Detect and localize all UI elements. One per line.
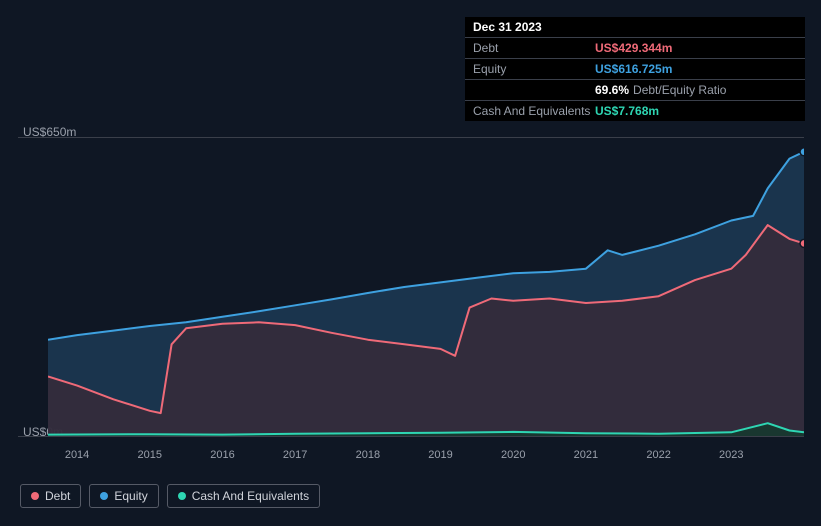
tooltip-value: US$616.725m	[595, 62, 672, 76]
legend-label: Equity	[114, 489, 147, 503]
legend-item-cash-and-equivalents[interactable]: Cash And Equivalents	[167, 484, 320, 508]
tooltip-value: 69.6%Debt/Equity Ratio	[595, 83, 726, 97]
tooltip-label: Cash And Equivalents	[473, 104, 595, 118]
x-tick: 2021	[574, 449, 598, 461]
legend: Debt Equity Cash And Equivalents	[20, 484, 320, 508]
legend-item-debt[interactable]: Debt	[20, 484, 81, 508]
y-axis-bottom-line	[18, 436, 804, 437]
tooltip-label: Equity	[473, 62, 595, 76]
x-tick: 2023	[719, 449, 743, 461]
tooltip-label: Debt	[473, 41, 595, 55]
tooltip-row: Cash And EquivalentsUS$7.768m	[465, 101, 805, 121]
x-tick: 2017	[283, 449, 307, 461]
series-end-marker	[800, 239, 804, 247]
x-tick: 2020	[501, 449, 525, 461]
legend-dot	[31, 492, 39, 500]
x-tick: 2015	[138, 449, 162, 461]
tooltip-date: Dec 31 2023	[465, 17, 805, 38]
x-tick: 2014	[65, 449, 89, 461]
legend-item-equity[interactable]: Equity	[89, 484, 158, 508]
x-tick: 2022	[646, 449, 670, 461]
legend-label: Cash And Equivalents	[192, 489, 309, 503]
data-tooltip: Dec 31 2023 DebtUS$429.344mEquityUS$616.…	[465, 17, 805, 121]
tooltip-secondary: Debt/Equity Ratio	[633, 83, 726, 97]
x-tick: 2019	[428, 449, 452, 461]
tooltip-value: US$429.344m	[595, 41, 672, 55]
series-end-marker	[800, 148, 804, 156]
legend-dot	[100, 492, 108, 500]
tooltip-label	[473, 83, 595, 97]
tooltip-row: 69.6%Debt/Equity Ratio	[465, 80, 805, 101]
tooltip-value: US$7.768m	[595, 104, 659, 118]
legend-label: Debt	[45, 489, 70, 503]
tooltip-row: EquityUS$616.725m	[465, 59, 805, 80]
x-tick: 2018	[356, 449, 380, 461]
chart-svg	[48, 138, 804, 436]
chart-container: { "tooltip": { "x": 465, "y": 17, "w": 3…	[0, 0, 821, 526]
x-tick: 2016	[210, 449, 234, 461]
tooltip-row: DebtUS$429.344m	[465, 38, 805, 59]
legend-dot	[178, 492, 186, 500]
